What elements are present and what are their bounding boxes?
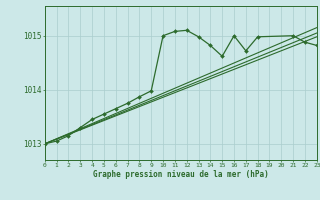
X-axis label: Graphe pression niveau de la mer (hPa): Graphe pression niveau de la mer (hPa): [93, 170, 269, 179]
